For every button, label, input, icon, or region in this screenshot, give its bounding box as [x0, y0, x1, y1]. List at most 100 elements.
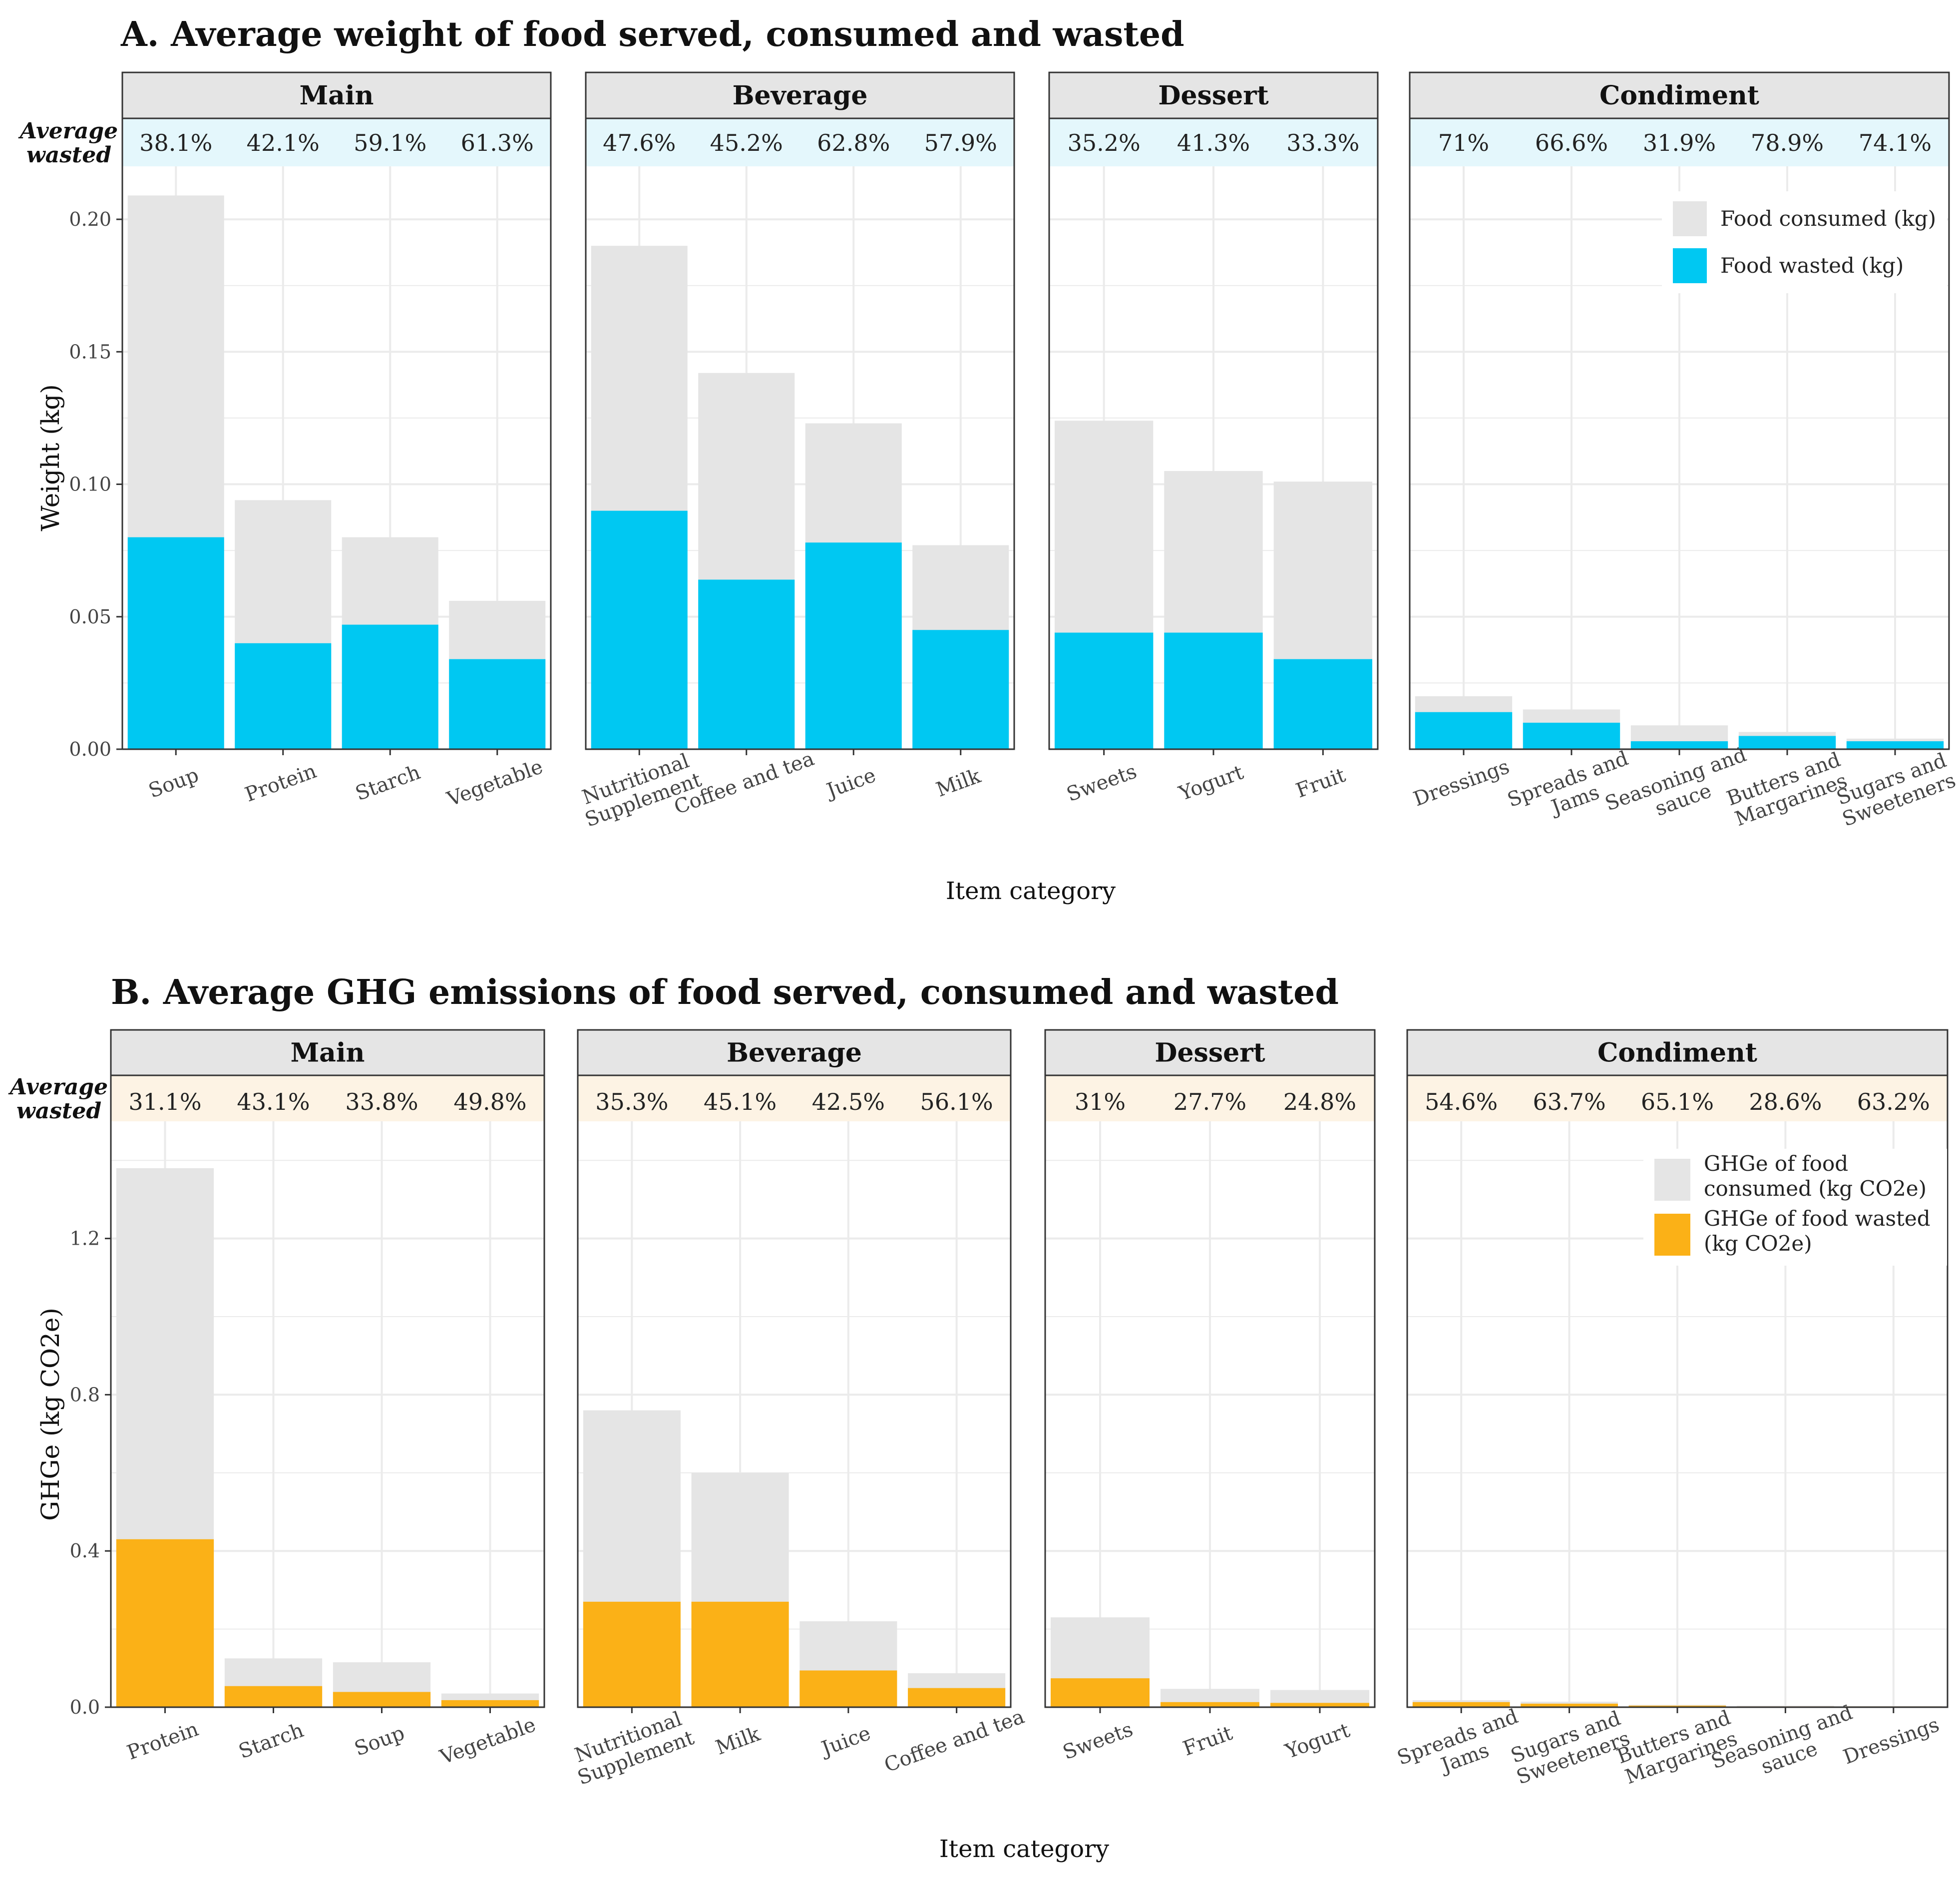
chartB-panel-dessert-bar-wasted: [1270, 1703, 1369, 1707]
chartB-panel-main-bar-wasted: [116, 1539, 214, 1707]
chartB-panel-dessert-bar-wasted: [1161, 1702, 1259, 1707]
chartA-panel-dessert-strip: [1048, 71, 1379, 119]
chartA-panel-main-bar-wasted: [127, 537, 224, 749]
chartA-panel-condiment-pct-label: 71%: [1438, 129, 1489, 156]
chartB-panel-beverage-pct-label: 45.1%: [704, 1088, 777, 1115]
chartA-panel-dessert-x-label: Yogurt: [1176, 761, 1246, 805]
chartB-panel-main-x-label: Starch: [236, 1719, 307, 1763]
chartB-panel-main-x-label: Soup: [352, 1722, 407, 1761]
chartA-panel-beverage-bar-wasted: [912, 630, 1009, 749]
chartA-panel-beverage-pct-label: 62.8%: [817, 129, 890, 156]
chartA-panel-beverage-x-label: Milk: [933, 764, 984, 802]
chartB-panel-condiment-strip: [1406, 1029, 1949, 1076]
chartB-y-tick-label: 0.0: [70, 1696, 100, 1718]
chartB-legend-label-consumed-line: GHGe of food: [1704, 1151, 1848, 1176]
chartA-panel-beverage-x-label: NutritionalSupplement: [574, 748, 704, 832]
chartB-panel-condiment-bar-wasted: [1628, 1705, 1726, 1707]
chartA-panel-main-x-label: Soup: [146, 764, 202, 803]
chartB-panel-main-pct-band: [111, 1075, 544, 1121]
chartA-average-wasted-label-line: Average: [18, 118, 118, 144]
chartA-panel-main-pct-label: 59.1%: [354, 129, 426, 156]
chartA-panel-main-pct-label: 38.1%: [139, 129, 212, 156]
chartB-legend-key-consumed: [1654, 1159, 1690, 1201]
chartA-panel-condiment-pct-label: 66.6%: [1535, 129, 1608, 156]
chartA-panel-dessert-pct-label: 33.3%: [1286, 129, 1359, 156]
chartA-panel-dessert-x-label: Sweets: [1064, 760, 1140, 806]
chartA-panel-dessert-bar-wasted: [1054, 632, 1154, 749]
chartA-panel-condiment-pct-label: 78.9%: [1751, 129, 1824, 156]
chartA-panel-condiment-bar-wasted: [1630, 741, 1728, 749]
chartA-legend-key-wasted: [1673, 248, 1707, 283]
chartB-panel-main-strip-title: Main: [291, 1038, 365, 1068]
chartA-panel-dessert-pct-label: 35.2%: [1068, 129, 1141, 156]
chartB-panel-dessert-strip-title: Dessert: [1155, 1038, 1265, 1068]
chartA-legend-key-consumed: [1673, 201, 1707, 236]
chartB-panel-main-bar-wasted: [224, 1686, 323, 1707]
chartB-panel-main-x-label: Protein: [124, 1718, 201, 1765]
chartB-panel-dessert-pct-label: 27.7%: [1174, 1088, 1246, 1115]
chartB-panel-condiment-pct-label: 65.1%: [1641, 1088, 1714, 1115]
chartB-panel-dessert-pct-band: [1045, 1075, 1375, 1121]
chartA-panel-dessert-bar-wasted: [1273, 659, 1373, 749]
chartB-panel-dessert-strip: [1044, 1029, 1376, 1076]
chartA-panel-condiment-pct-label: 74.1%: [1859, 129, 1932, 156]
chartA-panel-beverage-pct-band: [586, 118, 1014, 166]
chartB-panel-dessert-pct-label: 31%: [1075, 1088, 1126, 1115]
chartA-panel-main-pct-band: [122, 118, 551, 166]
chartB-panel-condiment-pct-label: 54.6%: [1425, 1088, 1498, 1115]
chartA-x-axis-title: Item category: [946, 877, 1116, 905]
chartA-panel-dessert-x-label: Fruit: [1293, 764, 1348, 803]
chartB-y-tick-label: 0.4: [70, 1540, 100, 1562]
chartB-panel-beverage-pct-label: 56.1%: [920, 1088, 993, 1115]
chartA-panel-main-bar-wasted: [342, 624, 438, 749]
chartB-panel-beverage-bar-wasted: [691, 1601, 789, 1707]
chartB-panel-beverage-bar-wasted: [908, 1688, 1006, 1707]
chartB-panel-main-pct-label: 49.8%: [453, 1088, 526, 1115]
chartA-y-tick-label: 0.15: [69, 341, 111, 363]
chartB-panel-main-pct-label: 33.8%: [345, 1088, 418, 1115]
chartB-legend-label-consumed: GHGe of food consumed (kg CO2e): [1704, 1151, 1927, 1201]
chartA-panel-main-x-label: Starch: [353, 761, 423, 805]
chartA-panel-beverage-x-label: Juice: [822, 764, 879, 803]
chartB-panel-beverage-x-label: NutritionalSupplement: [567, 1706, 697, 1790]
chartB-panel-condiment-bar-wasted: [1412, 1702, 1510, 1707]
chartA-title: A. Average weight of food served, consum…: [120, 14, 1184, 54]
chartA-panel-condiment-strip: [1409, 71, 1950, 119]
chartB-panel-condiment-x-label: Dressings: [1840, 1713, 1942, 1769]
chartB-y-axis-title: GHGe (kg CO2e): [36, 1308, 65, 1521]
chartB-panel-dessert-pct-label: 24.8%: [1283, 1088, 1356, 1115]
chartA-panel-condiment-bar-wasted: [1415, 712, 1513, 749]
chartB-panel-condiment-pct-band: [1407, 1075, 1948, 1121]
chartB-panel-main-bar-wasted: [441, 1700, 539, 1707]
chartA-panel-beverage-strip-title: Beverage: [733, 80, 868, 111]
chartA-panel-dessert-bar-wasted: [1164, 632, 1263, 749]
chartA-panel-beverage-pct-label: 47.6%: [603, 129, 676, 156]
chartA-panel-condiment-bar-wasted: [1846, 741, 1944, 749]
chartB-panel-main-pct-label: 31.1%: [128, 1088, 201, 1115]
chartA-panel-main-bar-wasted: [235, 643, 332, 749]
chartA-y-tick-label: 0.20: [69, 208, 111, 230]
chartA-panel-main-x-label: Vegetable: [443, 755, 546, 811]
chartB-panel-beverage-bar-wasted: [799, 1670, 897, 1707]
chartB-panel-main-strip: [110, 1029, 545, 1076]
chartA-average-wasted-label-line: wasted: [26, 142, 111, 168]
chartB-panel-beverage-pct-label: 42.5%: [812, 1088, 885, 1115]
chartA-panel-beverage-pct-label: 57.9%: [924, 129, 997, 156]
chartB-average-wasted-label-line: Average: [8, 1074, 108, 1100]
chartA-panel-beverage-strip: [585, 71, 1015, 119]
chartB-panel-condiment-pct-label: 28.6%: [1749, 1088, 1822, 1115]
chartA-panel-beverage-bar-wasted: [805, 542, 902, 749]
chartA-panel-beverage-bar-wasted: [591, 510, 688, 749]
chartB-average-wasted-label-line: wasted: [16, 1098, 101, 1124]
chartB-panel-dessert-x-label: Yogurt: [1282, 1719, 1353, 1763]
chartB-panel-beverage-bar-wasted: [583, 1601, 681, 1707]
chartB-panel-beverage-x-label: Milk: [713, 1722, 764, 1760]
chartB-y-tick-label: 0.8: [70, 1384, 100, 1406]
chartA-panel-condiment-bar-wasted: [1523, 722, 1620, 749]
chartB-panel-beverage-strip-title: Beverage: [727, 1038, 862, 1068]
chartA-panel-main-strip: [121, 71, 552, 119]
chartA-panel-main-x-label: Protein: [242, 760, 320, 807]
chartB-panel-beverage-x-label: Coffee and tea: [881, 1705, 1028, 1777]
chartA-panel-main-strip-title: Main: [300, 80, 374, 111]
